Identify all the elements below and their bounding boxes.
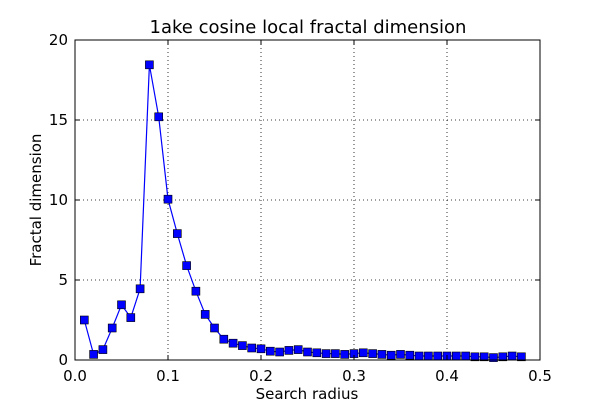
data-point bbox=[135, 284, 145, 294]
data-point bbox=[451, 351, 461, 361]
data-point bbox=[312, 348, 322, 358]
data-point bbox=[368, 349, 377, 358]
gridlines bbox=[75, 40, 540, 360]
data-point bbox=[321, 349, 331, 358]
data-point bbox=[479, 352, 489, 362]
data-point bbox=[89, 350, 98, 359]
data-point bbox=[200, 310, 210, 319]
data-point bbox=[256, 344, 266, 354]
data-point bbox=[117, 300, 126, 310]
x-axis-label: Search radius bbox=[256, 385, 359, 400]
y-tick-label: 15 bbox=[49, 111, 68, 129]
data-point bbox=[303, 347, 312, 357]
y-tick-label: 10 bbox=[49, 191, 68, 209]
data-point bbox=[275, 347, 284, 357]
x-tick-label: 0.1 bbox=[156, 367, 180, 385]
data-point bbox=[98, 345, 108, 354]
x-tick-label: 0.5 bbox=[528, 367, 552, 385]
y-tick-label: 0 bbox=[58, 351, 68, 369]
data-point bbox=[191, 286, 201, 296]
data-point bbox=[433, 351, 443, 361]
x-tick-label: 0.4 bbox=[435, 367, 459, 385]
data-point bbox=[293, 345, 303, 354]
data-point bbox=[182, 261, 191, 270]
data-point bbox=[340, 350, 350, 359]
x-tick-label: 0.0 bbox=[63, 367, 87, 385]
data-point bbox=[461, 351, 470, 361]
data-point bbox=[173, 229, 182, 238]
data-point bbox=[396, 350, 405, 359]
chart-title: 1ake cosine local fractal dimension bbox=[150, 17, 467, 38]
data-point bbox=[247, 343, 256, 353]
data-point bbox=[424, 351, 433, 361]
data-point bbox=[507, 351, 517, 361]
data-point bbox=[358, 348, 368, 358]
axis-ticks: 0.0 0.1 0.2 0.3 0.4 0.5 0 5 10 15 20 bbox=[49, 31, 552, 385]
data-point bbox=[126, 313, 136, 322]
data-point bbox=[405, 350, 415, 360]
series-line bbox=[83, 64, 522, 359]
data-point bbox=[377, 350, 387, 359]
data-point bbox=[414, 351, 424, 361]
data-point bbox=[145, 60, 154, 70]
data-point bbox=[498, 352, 508, 362]
data-point bbox=[107, 323, 117, 333]
data-point bbox=[386, 350, 396, 360]
y-tick-label: 5 bbox=[58, 271, 68, 289]
y-tick-label: 20 bbox=[49, 31, 68, 49]
data-point bbox=[517, 352, 526, 362]
data-point bbox=[80, 315, 89, 325]
data-point bbox=[265, 346, 275, 356]
data-point bbox=[228, 338, 238, 348]
data-point bbox=[470, 352, 480, 362]
data-point bbox=[284, 346, 294, 355]
y-axis-label: Fractal dimension bbox=[27, 134, 45, 267]
x-tick-label: 0.3 bbox=[342, 367, 366, 385]
data-point bbox=[238, 341, 247, 350]
data-point bbox=[154, 112, 163, 122]
data-point bbox=[163, 194, 173, 204]
data-point bbox=[210, 323, 219, 333]
data-point bbox=[331, 349, 340, 358]
series-group bbox=[80, 60, 526, 362]
data-point bbox=[489, 353, 498, 362]
data-point bbox=[219, 334, 229, 344]
x-tick-label: 0.2 bbox=[249, 367, 273, 385]
